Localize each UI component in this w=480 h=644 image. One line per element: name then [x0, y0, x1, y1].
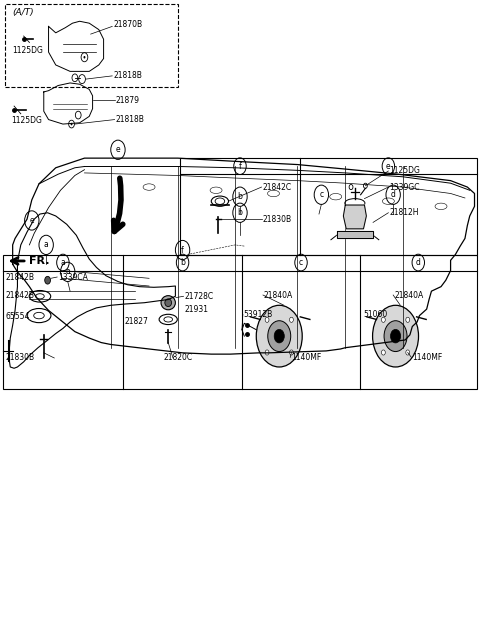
Circle shape [84, 56, 85, 59]
Ellipse shape [161, 296, 175, 310]
Text: d: d [391, 190, 396, 199]
Text: (A/T): (A/T) [12, 8, 34, 17]
Text: 21840A: 21840A [394, 290, 423, 299]
Circle shape [406, 317, 409, 323]
Circle shape [265, 350, 269, 355]
Text: a: a [60, 258, 65, 267]
Bar [5, 4, 178, 88]
Text: 21842C: 21842C [263, 182, 292, 191]
Polygon shape [336, 231, 373, 238]
Text: b: b [238, 192, 242, 201]
Circle shape [274, 329, 284, 343]
Circle shape [391, 329, 401, 343]
Text: b: b [238, 208, 242, 217]
Text: e: e [29, 216, 34, 225]
Text: e: e [116, 146, 120, 155]
Bar [180, 158, 477, 254]
Circle shape [256, 305, 302, 367]
Ellipse shape [159, 314, 177, 325]
Circle shape [268, 321, 291, 352]
Circle shape [372, 305, 419, 367]
Text: 21830B: 21830B [263, 214, 292, 223]
Text: c: c [319, 190, 324, 199]
Text: f: f [181, 245, 184, 254]
Text: b: b [180, 258, 185, 267]
Text: f: f [239, 162, 241, 171]
Ellipse shape [29, 290, 51, 302]
Text: 1140MF: 1140MF [412, 353, 443, 362]
Text: 65554: 65554 [5, 312, 30, 321]
Text: 21830B: 21830B [5, 354, 35, 363]
Circle shape [289, 317, 293, 323]
Circle shape [382, 350, 385, 355]
Text: 1125DG: 1125DG [11, 117, 42, 126]
Ellipse shape [27, 308, 51, 323]
Text: 21818B: 21818B [116, 115, 144, 124]
Circle shape [71, 123, 72, 126]
Text: 21842B: 21842B [5, 290, 35, 299]
Text: 21931: 21931 [184, 305, 208, 314]
Text: 1125DG: 1125DG [12, 46, 44, 55]
Text: 1339GC: 1339GC [389, 182, 420, 191]
Text: 21812H: 21812H [389, 208, 419, 217]
Text: d: d [416, 258, 421, 267]
Circle shape [289, 350, 293, 355]
Text: 21827: 21827 [124, 317, 148, 327]
Text: 1125DG: 1125DG [389, 167, 420, 175]
Text: FR.: FR. [29, 256, 50, 266]
Text: 1339CA: 1339CA [58, 272, 88, 281]
Circle shape [406, 350, 409, 355]
Text: 21728C: 21728C [184, 292, 214, 301]
Text: 21842B: 21842B [5, 272, 35, 281]
Circle shape [384, 321, 407, 352]
Text: 21818B: 21818B [113, 71, 142, 80]
Text: c: c [299, 258, 303, 267]
Text: 51060: 51060 [363, 310, 388, 319]
Text: e: e [386, 162, 391, 171]
Text: 21820C: 21820C [163, 354, 192, 363]
Circle shape [382, 317, 385, 323]
Text: a: a [65, 267, 70, 276]
Text: 1140MF: 1140MF [291, 353, 322, 362]
Circle shape [45, 276, 50, 284]
Text: 21879: 21879 [116, 96, 140, 105]
Text: 53912B: 53912B [244, 310, 273, 319]
Bar [3, 254, 477, 390]
Circle shape [265, 317, 269, 323]
Text: 21870B: 21870B [113, 20, 142, 29]
Text: a: a [44, 240, 48, 249]
Text: 21840A: 21840A [264, 290, 293, 299]
Polygon shape [343, 205, 366, 229]
Ellipse shape [165, 299, 171, 307]
